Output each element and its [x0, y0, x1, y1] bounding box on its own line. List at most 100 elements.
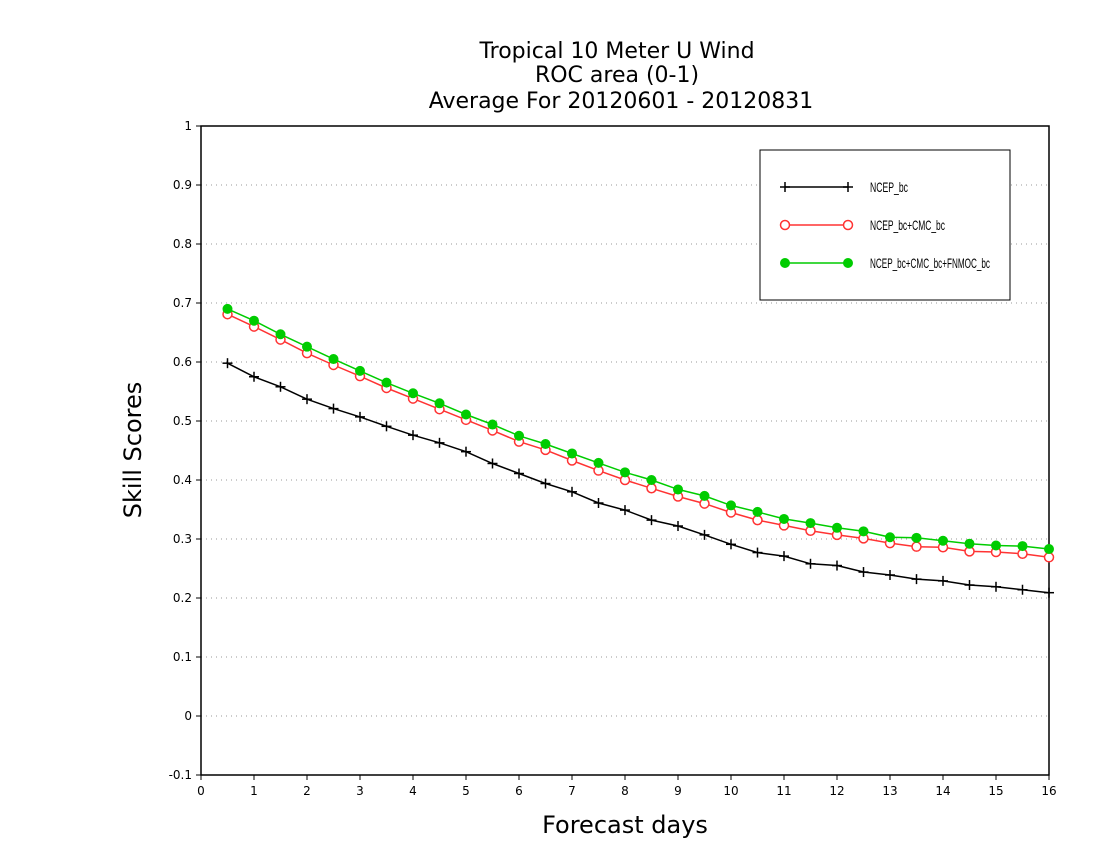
x-tick-label: 0: [197, 784, 205, 798]
data-point: [328, 403, 339, 414]
data-point: [620, 505, 630, 516]
data-point: [381, 377, 392, 388]
data-point: [843, 258, 853, 268]
series-ncep-bc: [222, 358, 1054, 598]
x-tick-label: 8: [621, 784, 629, 798]
y-tick-label: 0.5: [173, 414, 192, 428]
data-point: [964, 538, 975, 549]
x-tick-label: 4: [409, 784, 417, 798]
y-tick-label: 0.6: [173, 355, 192, 369]
data-point: [302, 341, 312, 352]
data-point: [593, 498, 604, 509]
x-axis: 0 1 2 3 4 5 6 7 8 9 10 11 12 13 14 15 16: [197, 775, 1057, 798]
data-point: [646, 475, 657, 485]
data-point: [620, 467, 630, 478]
legend-item: NCEP_bc+CMC_bc+FNMOC_bc: [780, 255, 990, 271]
title-line-1: Tropical 10 Meter U Wind: [478, 39, 754, 64]
data-point: [222, 303, 233, 314]
data-point: [752, 547, 763, 558]
data-point: [434, 437, 445, 448]
data-point: [249, 371, 259, 382]
x-tick-label: 9: [674, 784, 682, 798]
data-point: [381, 421, 392, 432]
y-tick-label: 1: [184, 119, 192, 133]
data-point: [699, 529, 710, 540]
x-tick-label: 13: [882, 784, 897, 798]
data-point: [752, 506, 763, 517]
data-point: [858, 526, 869, 537]
y-tick-label: 0.4: [173, 473, 192, 487]
x-tick-label: 2: [303, 784, 311, 798]
data-point: [885, 569, 895, 580]
y-axis: -0.1 0 0.1 0.2 0.3 0.4 0.5 0.6 0.7 0.8 0.9 1: [169, 119, 201, 782]
series-ncep-bc-cmc-bc-fnmoc-bc: [222, 303, 1054, 555]
y-tick-label: -0.1: [169, 768, 192, 782]
data-point: [780, 258, 790, 268]
data-point: [514, 468, 524, 479]
y-tick-label: 0.8: [173, 237, 192, 251]
y-tick-label: 0.2: [173, 591, 192, 605]
data-point: [487, 458, 498, 469]
data-point: [938, 535, 948, 546]
data-point: [911, 574, 922, 585]
data-point: [487, 419, 498, 430]
x-tick-label: 15: [988, 784, 1003, 798]
data-point: [1017, 541, 1028, 552]
x-tick-label: 1: [250, 784, 258, 798]
data-point: [964, 580, 975, 591]
legend-item: NCEP_bc+CMC_bc: [779, 217, 945, 233]
y-tick-label: 0.9: [173, 178, 192, 192]
legend-label: NCEP_bc+CMC_bc+FNMOC_bc: [870, 255, 990, 271]
x-tick-label: 10: [723, 784, 738, 798]
x-tick-label: 12: [829, 784, 844, 798]
title-line-2: ROC area (0-1): [535, 63, 699, 88]
data-point: [355, 411, 365, 422]
legend-label: NCEP_bc+CMC_bc: [870, 217, 945, 233]
data-point: [673, 521, 683, 532]
data-point: [726, 539, 736, 550]
x-tick-label: 11: [776, 784, 791, 798]
data-point: [726, 500, 736, 511]
data-point: [434, 398, 445, 409]
data-point: [938, 575, 948, 586]
legend-label: NCEP_bc: [870, 179, 908, 195]
data-point: [991, 581, 1001, 592]
data-point: [567, 486, 577, 497]
data-point: [779, 513, 789, 524]
data-point: [461, 409, 471, 420]
x-tick-label: 6: [515, 784, 523, 798]
legend-item: NCEP_bc: [780, 179, 908, 195]
data-point: [832, 522, 842, 533]
y-tick-label: 0.3: [173, 532, 192, 546]
data-point: [328, 354, 339, 365]
x-tick-label: 5: [462, 784, 470, 798]
y-tick-label: 0.1: [173, 650, 192, 664]
data-point: [842, 219, 854, 231]
chart-title: Tropical 10 Meter U Wind ROC area (0-1) …: [429, 39, 814, 114]
data-point: [1044, 544, 1054, 555]
data-point: [805, 518, 816, 529]
data-point: [699, 490, 710, 501]
data-point: [249, 315, 259, 326]
data-point: [646, 515, 657, 526]
data-point: [1044, 587, 1054, 598]
x-tick-label: 16: [1041, 784, 1056, 798]
data-point: [302, 394, 312, 405]
data-point: [408, 388, 418, 399]
series-line: [227, 308, 1050, 550]
y-tick-label: 0: [184, 709, 192, 723]
x-tick-label: 14: [935, 784, 950, 798]
data-point: [673, 484, 683, 495]
data-point: [780, 182, 790, 192]
data-point: [567, 448, 577, 459]
data-point: [540, 439, 551, 450]
series-ncep-bc-cmc-bc: [222, 308, 1055, 563]
data-point: [911, 541, 922, 552]
data-point: [514, 430, 524, 441]
data-point: [355, 365, 365, 376]
data-point: [832, 560, 842, 571]
data-point: [779, 551, 789, 562]
x-tick-label: 3: [356, 784, 364, 798]
data-point: [752, 514, 763, 526]
